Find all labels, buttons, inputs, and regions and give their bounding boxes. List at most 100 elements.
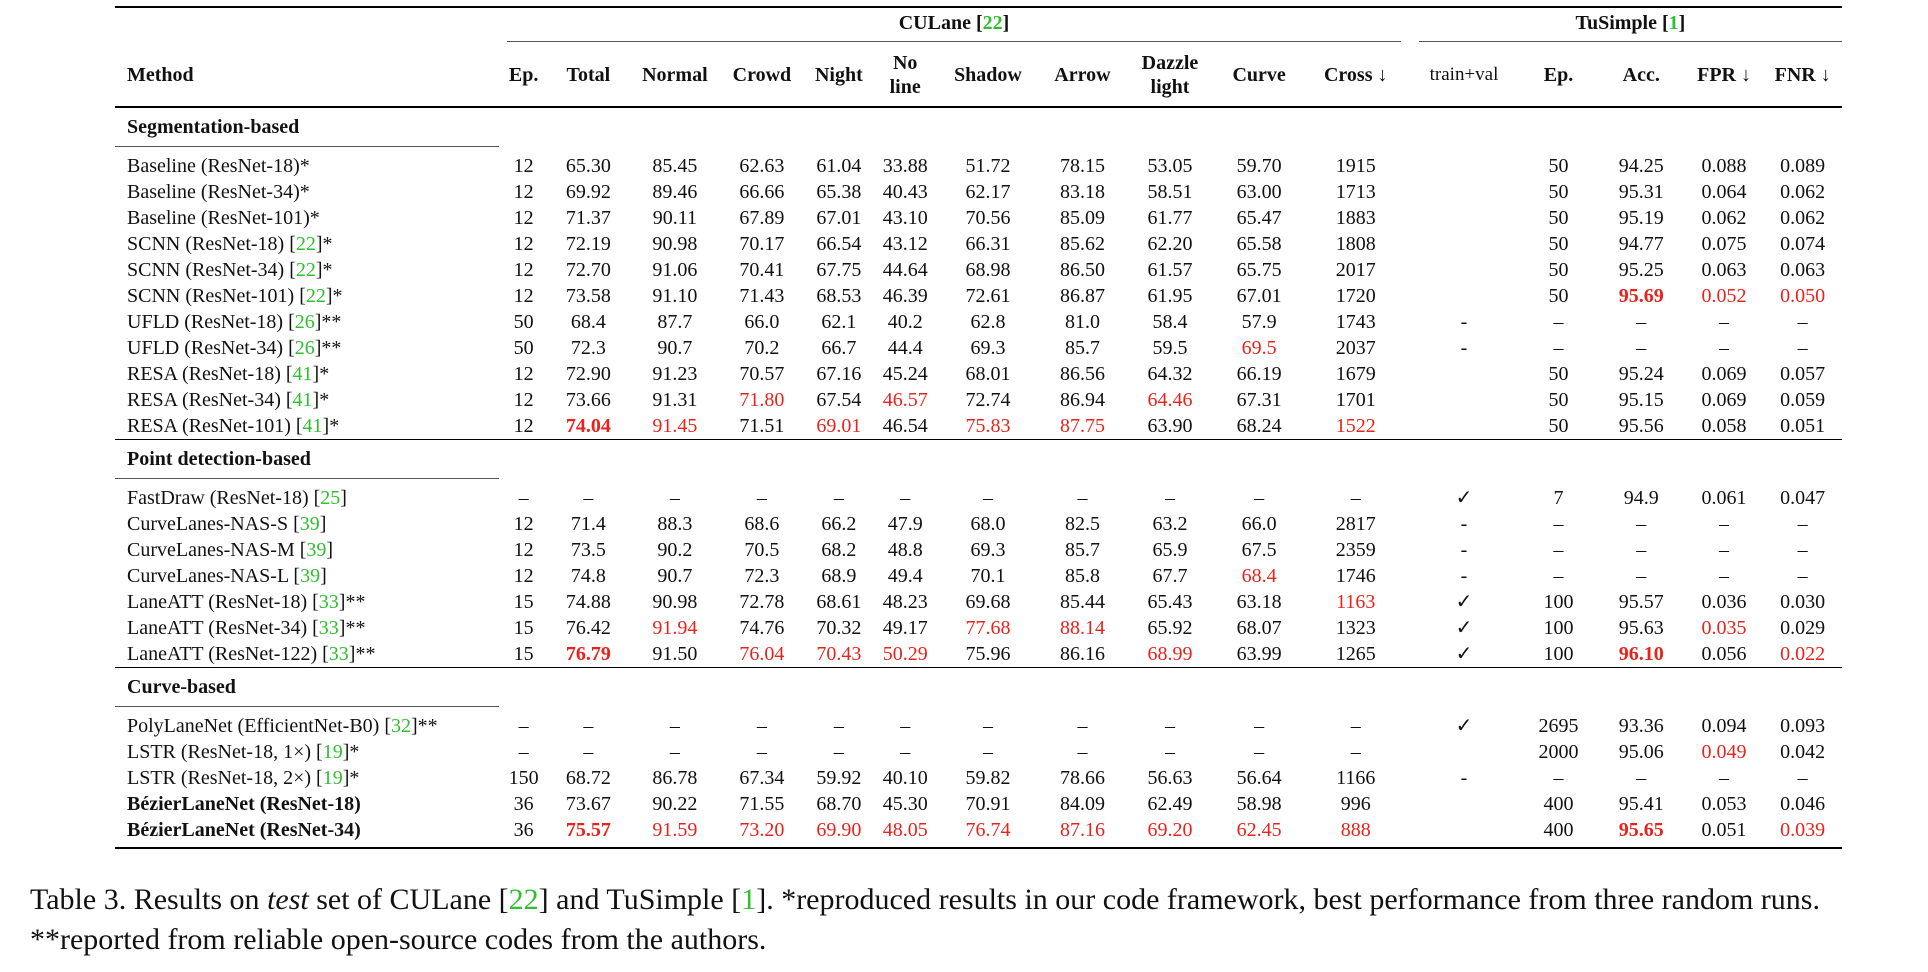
table-cell: 1163 [1336,591,1376,613]
table-row: Baseline (ResNet-18)* 12 65.30 85.45 62.63 61… [115,153,1842,179]
table-cell: 63.90 [1147,415,1193,437]
table-cell: 74.88 [565,591,611,613]
method-name: UFLD (ResNet-18) [26]** [115,309,499,335]
table-cell: 91.50 [652,643,698,665]
method-citation: 22 [305,285,326,307]
table-cell: 67.16 [816,363,862,385]
table-cell: 0.063 [1701,259,1747,281]
table-cell: 90.11 [652,207,697,229]
table-cell: 0.093 [1780,715,1826,737]
table-cell: – [1350,741,1361,763]
table-cell: 50 [513,337,534,359]
table-cell: 0.056 [1701,643,1747,665]
table-cell: 69.90 [802,817,875,849]
table-cell: 69.92 [565,181,611,203]
table-cell: 67.31 [1236,389,1282,411]
table-cell: 0.094 [1701,715,1747,737]
column-header: Night [814,64,863,86]
table-cell: 12 [513,513,534,535]
table-cell: 90.98 [652,233,698,255]
table-cell: 888 [1302,817,1409,849]
table-row: RESA (ResNet-34) [41]* 12 73.66 91.31 71.80 6… [115,387,1842,413]
table-cell: 72.70 [565,259,611,281]
table-cell: 96.10 [1618,643,1664,665]
method-suffix: ]* [322,415,340,437]
table-cell: – [833,487,844,509]
table-cell: 58.51 [1147,181,1193,203]
method-citation: 26 [294,337,315,359]
table-cell: 2359 [1335,539,1376,561]
table-cell: 95.31 [1618,181,1664,203]
table-cell: – [583,715,594,737]
method-label: RESA (ResNet-101) [ [127,415,303,437]
table-cell: 40.10 [882,767,928,789]
method-name: PolyLaneNet (EfficientNet-B0) [32]** [115,713,499,739]
caption-label: Table 3. [30,883,127,916]
method-citation: 33 [318,617,339,639]
method-name: Baseline (ResNet-101)* [115,205,499,231]
table-cell: 2695 [1538,715,1579,737]
method-suffix: ] [319,513,327,535]
table-cell: 0.047 [1780,487,1826,509]
table-cell [1409,231,1519,257]
table-cell: – [1636,337,1647,359]
table-cell: – [1719,337,1730,359]
table-cell: 43.12 [882,233,928,255]
table-cell: 94.25 [1618,155,1664,177]
method-name: RESA (ResNet-18) [41]* [115,361,499,387]
column-header: Normal [642,64,708,86]
table-cell: 95.25 [1618,259,1664,281]
table-cell: 69.5 [1241,337,1277,359]
table-cell [1409,791,1519,817]
table-cell: 68.70 [816,793,862,815]
table-cell: 81.0 [1064,311,1100,333]
table-cell: – [1636,513,1647,535]
table-cell: 94.9 [1623,487,1659,509]
table-cell: 0.058 [1701,415,1747,437]
table-cell: 0.036 [1701,591,1747,613]
table-row: LSTR (ResNet-18, 1×) [19]* – – – – – – – – – – –200… [115,739,1842,765]
table-cell: 0.088 [1701,155,1747,177]
table-row: SCNN (ResNet-101) [22]* 12 73.58 91.10 71.43… [115,283,1842,309]
table-cell: 56.63 [1147,767,1193,789]
table-cell [1409,179,1519,205]
tusimple-label: TuSimple [1575,12,1657,34]
table-cell: 2037 [1335,337,1376,359]
table-cell: 1323 [1335,617,1376,639]
table-cell: 0.064 [1701,181,1747,203]
table-cell: 85.8 [1064,565,1100,587]
table-cell: 44.4 [887,337,923,359]
table-cell: 71.43 [739,285,785,307]
method-citation: 19 [322,741,343,763]
table-cell: 67.7 [1152,565,1188,587]
table-cell: 74.04 [565,415,611,437]
table-cell: 71.55 [739,793,785,815]
method-label: LaneATT (ResNet-18) [ [127,591,319,613]
method-name: SCNN (ResNet-101) [22]* [115,283,499,309]
table-cell [1409,739,1519,765]
method-citation: 41 [292,389,313,411]
table-cell: 50 [1548,155,1569,177]
table-cell: 1713 [1335,181,1376,203]
table-cell: 62.8 [970,311,1006,333]
table-cell: 76.74 [935,817,1041,849]
table-cell: – [833,715,844,737]
table-cell: 78.66 [1059,767,1105,789]
table-row: CurveLanes-NAS-S [39] 12 71.4 88.3 68.6 66.2 4… [115,511,1842,537]
method-suffix: ] [340,487,347,509]
method-suffix: ]* [325,285,343,307]
table-cell: 91.06 [652,259,698,281]
table-cell: – [1553,311,1564,333]
table-cell: 66.7 [821,337,857,359]
table-cell: 0.049 [1701,741,1747,763]
table-cell: 73.66 [565,389,611,411]
table-cell: 72.74 [965,389,1011,411]
table-cell: 95.41 [1618,793,1664,815]
table-cell [1409,361,1519,387]
table-row: Baseline (ResNet-34)* 12 69.92 89.46 66.66 65… [115,179,1842,205]
table-cell: 66.31 [965,233,1011,255]
table-cell: 48.23 [882,591,928,613]
table-cell: 93.36 [1618,715,1664,737]
method-header: Method [127,64,194,86]
table-cell: 40.2 [887,311,923,333]
